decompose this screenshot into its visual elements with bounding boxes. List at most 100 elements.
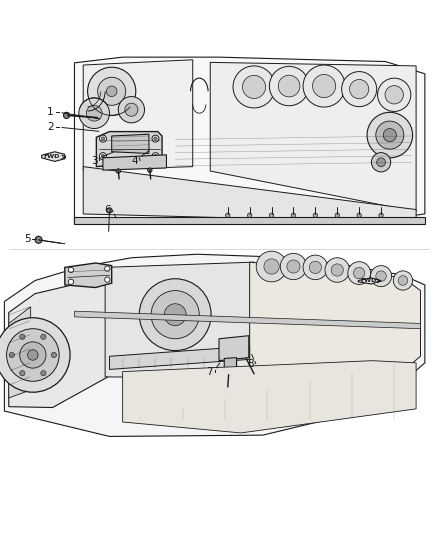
Circle shape [118, 96, 145, 123]
Polygon shape [74, 311, 420, 329]
Text: 1: 1 [47, 107, 54, 117]
Circle shape [28, 350, 38, 360]
Circle shape [357, 213, 361, 217]
Circle shape [125, 103, 138, 116]
Circle shape [243, 75, 265, 99]
Polygon shape [9, 276, 110, 408]
Circle shape [287, 260, 300, 273]
Circle shape [68, 279, 74, 285]
Polygon shape [9, 307, 31, 398]
Circle shape [9, 352, 14, 358]
Circle shape [335, 213, 339, 217]
Circle shape [148, 168, 152, 172]
Circle shape [20, 370, 25, 376]
Polygon shape [219, 336, 249, 361]
Circle shape [371, 152, 391, 172]
Circle shape [331, 264, 343, 276]
Circle shape [253, 373, 257, 377]
Text: 3: 3 [91, 156, 98, 166]
Circle shape [105, 277, 110, 282]
Polygon shape [105, 262, 254, 378]
Circle shape [350, 79, 369, 99]
Circle shape [348, 262, 371, 285]
Circle shape [151, 290, 199, 339]
Circle shape [64, 112, 70, 118]
Circle shape [35, 236, 42, 243]
Circle shape [371, 265, 392, 287]
Polygon shape [250, 262, 420, 408]
Circle shape [41, 370, 46, 376]
Text: 2: 2 [47, 122, 54, 132]
Circle shape [88, 67, 136, 115]
Circle shape [398, 276, 408, 285]
Circle shape [383, 128, 396, 142]
Circle shape [376, 121, 404, 149]
Circle shape [226, 213, 230, 217]
Text: FWD: FWD [360, 278, 376, 284]
Circle shape [313, 213, 318, 217]
Circle shape [101, 137, 105, 140]
Circle shape [377, 158, 385, 167]
Circle shape [303, 65, 345, 107]
Polygon shape [74, 57, 425, 223]
Circle shape [154, 155, 157, 158]
Circle shape [139, 279, 211, 351]
Circle shape [264, 259, 279, 274]
Circle shape [309, 261, 321, 273]
Circle shape [107, 208, 112, 213]
Text: 7: 7 [206, 367, 213, 377]
Circle shape [101, 155, 105, 158]
Circle shape [51, 352, 57, 358]
Polygon shape [65, 263, 112, 287]
Circle shape [256, 251, 287, 282]
Circle shape [164, 304, 186, 326]
Circle shape [152, 152, 159, 159]
Polygon shape [358, 278, 380, 284]
Circle shape [99, 152, 106, 159]
Polygon shape [74, 217, 425, 223]
Circle shape [20, 334, 25, 340]
Circle shape [378, 78, 411, 111]
Circle shape [105, 266, 110, 271]
Polygon shape [110, 346, 250, 369]
Circle shape [116, 169, 120, 173]
Circle shape [99, 135, 106, 142]
Circle shape [291, 213, 296, 217]
Circle shape [367, 112, 413, 158]
Polygon shape [83, 60, 193, 170]
Circle shape [226, 386, 230, 390]
Circle shape [0, 318, 70, 392]
Circle shape [280, 253, 307, 280]
Circle shape [342, 71, 377, 107]
Circle shape [68, 268, 74, 273]
Circle shape [376, 271, 386, 281]
Circle shape [269, 213, 274, 217]
Circle shape [247, 213, 252, 217]
Circle shape [325, 258, 350, 282]
Polygon shape [96, 132, 162, 167]
Circle shape [233, 66, 275, 108]
Polygon shape [83, 167, 416, 223]
Circle shape [393, 271, 413, 290]
Text: FWD: FWD [44, 154, 60, 159]
Circle shape [313, 75, 336, 98]
Polygon shape [123, 361, 416, 433]
Circle shape [269, 66, 309, 106]
Circle shape [20, 342, 46, 368]
Circle shape [7, 329, 59, 381]
Polygon shape [42, 152, 65, 161]
Text: 5: 5 [24, 235, 31, 244]
Text: 8: 8 [247, 359, 254, 369]
Polygon shape [4, 254, 425, 437]
Circle shape [303, 255, 328, 280]
Polygon shape [103, 155, 166, 170]
Text: 6: 6 [104, 205, 111, 215]
Circle shape [98, 77, 126, 106]
Circle shape [106, 86, 117, 96]
Text: 4: 4 [131, 156, 138, 166]
Circle shape [154, 137, 157, 140]
Circle shape [278, 75, 300, 97]
Polygon shape [112, 134, 149, 154]
Circle shape [353, 268, 365, 279]
Polygon shape [210, 62, 416, 212]
